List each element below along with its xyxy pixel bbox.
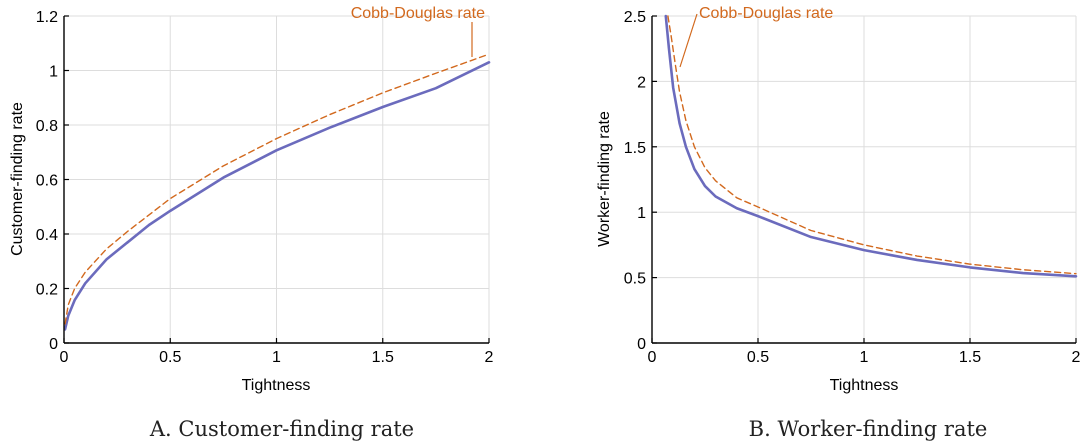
panel-b-curves [664,14,1078,278]
panel-b-y-tick-label: 1 [637,205,646,222]
panel-a-y-tick-label: 1.2 [36,9,58,26]
panel-a-grid [64,15,490,343]
panel-a-x-tick-label: 2 [485,349,494,366]
panel-b-y-tick-label: 2.5 [624,9,646,26]
panel-a-x-tick-label: 0 [60,349,69,366]
panel-a-curves [63,53,491,331]
panel-b-ticks: 0 0.5 1 1.5 2 0 0.5 1 1.5 2 2.5 [624,9,1081,366]
panel-a-x-axis-label: Tightness [242,377,311,394]
panel-a: 0 0.5 1 1.5 2 0 0.2 0.4 0.6 0.8 1 1.2 Tightness Cus… [9,5,494,441]
panel-b-solid-line [664,14,1078,278]
panel-a-y-tick-label: 0.4 [36,227,58,244]
panel-a-cobb-douglas-dashed-line [64,53,490,325]
panel-b: 0 0.5 1 1.5 2 0 0.5 1 1.5 2 2.5 Tightness Worker-f… [596,5,1081,441]
panel-b-cobb-douglas-dashed-line [667,15,1077,275]
panel-a-solid-line [63,61,491,331]
panel-a-annotation-text: Cobb-Douglas rate [351,5,485,22]
panel-b-annotation-leader [679,13,698,68]
panel-b-annotation-text: Cobb-Douglas rate [699,5,833,22]
panel-a-caption: A. Customer-finding rate [149,417,414,441]
panel-a-y-axis-label: Customer-finding rate [9,102,26,256]
panel-b-y-tick-label: 0.5 [624,271,646,288]
panel-b-y-tick-label: 0 [637,336,646,353]
panel-b-x-tick-label: 1 [860,349,869,366]
panel-b-annotation: Cobb-Douglas rate [679,5,833,68]
panel-a-y-tick-label: 0.2 [36,282,58,299]
panel-b-x-tick-label: 0.5 [747,349,769,366]
panel-b-y-tick-label: 2 [637,74,646,91]
panel-b-x-tick-label: 2 [1072,349,1081,366]
panel-a-annotation: Cobb-Douglas rate [351,5,485,57]
panel-a-y-tick-label: 0 [49,336,58,353]
panel-a-y-tick-label: 0.8 [36,118,58,135]
panel-b-grid [652,15,1077,343]
panel-a-x-tick-label: 0.5 [159,349,181,366]
panel-a-y-tick-label: 1 [49,64,58,81]
panel-b-caption: B. Worker-finding rate [749,417,988,441]
panel-b-y-tick-label: 1.5 [624,140,646,157]
panel-b-y-axis-label: Worker-finding rate [596,111,613,247]
panel-a-x-tick-label: 1.5 [372,349,394,366]
panel-a-ticks: 0 0.5 1 1.5 2 0 0.2 0.4 0.6 0.8 1 1.2 [36,9,494,366]
panel-a-y-tick-label: 0.6 [36,173,58,190]
panel-b-x-tick-label: 1.5 [959,349,981,366]
panel-b-x-tick-label: 0 [648,349,657,366]
panel-a-x-tick-label: 1 [272,349,281,366]
panel-b-x-axis-label: Tightness [830,377,899,394]
